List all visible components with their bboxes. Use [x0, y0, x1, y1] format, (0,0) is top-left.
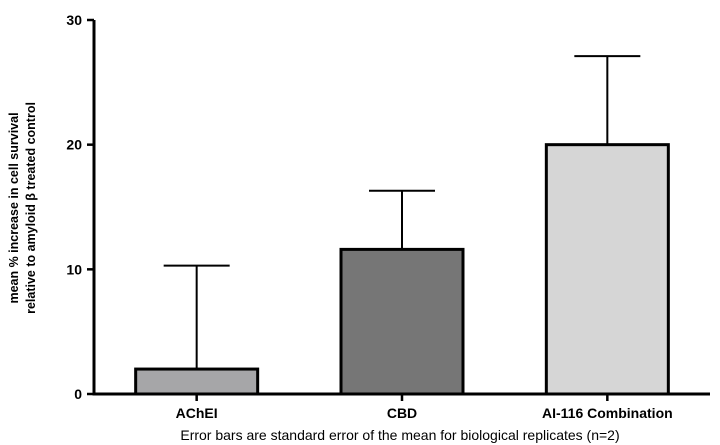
bar-2	[544, 143, 670, 396]
y-tick-label-3: 30	[66, 12, 82, 28]
y-tick-label-0: 0	[74, 386, 82, 402]
x-tick-label-0: AChEI	[176, 405, 218, 421]
footnote: Error bars are standard error of the mea…	[180, 427, 619, 443]
y-axis-label-line-1: mean % increase in cell survival	[7, 112, 21, 303]
y-tick-label-1: 10	[66, 261, 82, 277]
bar-0	[134, 367, 260, 396]
y-axis-label-line-2: relative to amyloid β treated control	[24, 102, 38, 314]
y-tick-label-2: 20	[66, 137, 82, 153]
y-axis-label: mean % increase in cell survival relativ…	[7, 102, 38, 314]
x-tick-label-2: AI-116 Combination	[542, 405, 673, 421]
bar-1	[339, 247, 465, 396]
x-tick-label-1: CBD	[387, 405, 417, 421]
